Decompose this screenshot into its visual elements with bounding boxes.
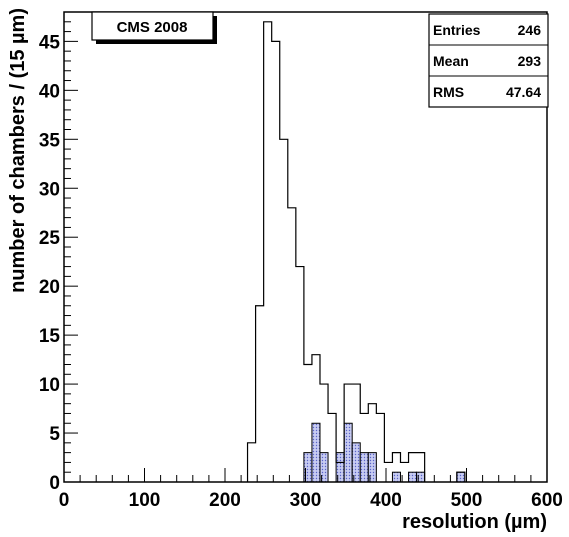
- axis-tick-labels: 0 100 200 300 400 500 600 0 5 10 15 20 25 30 35 40 45: [39, 32, 563, 511]
- axis-ticks: [63, 21, 548, 483]
- filled-bin-1: [311, 422, 321, 483]
- stats-rms-value: 47.64: [506, 84, 541, 100]
- y-axis-title: number of chambers / (15 µm): [7, 8, 29, 293]
- y-tick-label-10: 10: [39, 375, 60, 396]
- stats-rms-label: RMS: [433, 84, 464, 100]
- y-tick-label-25: 25: [39, 228, 61, 249]
- stats-entries-label: Entries: [433, 22, 481, 38]
- x-tick-label-400: 400: [370, 490, 402, 511]
- y-tick-label-20: 20: [39, 277, 60, 298]
- y-tick-label-30: 30: [39, 179, 60, 200]
- x-tick-label-500: 500: [451, 490, 483, 511]
- y-tick-label-35: 35: [39, 130, 61, 151]
- y-tick-label-0: 0: [49, 473, 60, 494]
- stats-mean-value: 293: [518, 53, 542, 69]
- filled-bin-6: [359, 452, 369, 483]
- x-axis-title: resolution (µm): [402, 511, 547, 533]
- y-tick-label-15: 15: [39, 326, 61, 347]
- y-tick-label-45: 45: [39, 32, 61, 53]
- outline-histogram: [246, 21, 466, 482]
- filled-bin-11: [456, 471, 466, 483]
- x-tick-label-100: 100: [129, 490, 161, 511]
- x-tick-label-600: 600: [531, 490, 563, 511]
- experiment-label: CMS 2008: [117, 19, 188, 36]
- experiment-label-box: CMS 2008: [91, 11, 217, 44]
- stats-box: Entries 246 Mean 293 RMS 47.64: [428, 13, 549, 108]
- x-tick-label-200: 200: [209, 490, 241, 511]
- x-tick-label-0: 0: [59, 490, 70, 511]
- y-tick-label-40: 40: [39, 81, 60, 102]
- x-tick-label-300: 300: [290, 490, 322, 511]
- filled-bin-4: [343, 422, 353, 483]
- filled-bin-9: [408, 471, 418, 483]
- filled-histogram: [303, 422, 466, 483]
- y-tick-label-5: 5: [49, 424, 60, 445]
- filled-bin-8: [391, 471, 401, 483]
- stats-entries-value: 246: [518, 22, 542, 38]
- stats-mean-label: Mean: [433, 53, 469, 69]
